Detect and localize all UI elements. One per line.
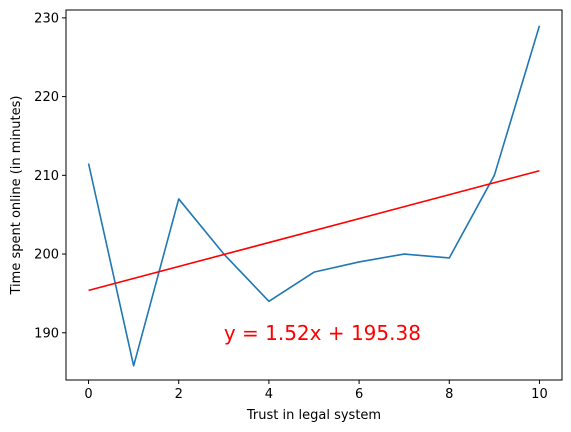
y-axis-ticks: 190 200 210 220 230 (34, 11, 66, 341)
y-tick-label: 220 (34, 90, 59, 105)
series-line-2 (88, 169, 540, 292)
x-tick-label: 8 (445, 387, 453, 402)
x-tick-label: 10 (531, 387, 548, 402)
annotations: y = 1.52x + 195.38 (224, 321, 421, 345)
axes-frame (65, 9, 563, 381)
y-tick-label: 210 (34, 169, 59, 184)
regression-equation-label: y = 1.52x + 195.38 (224, 321, 421, 345)
y-tick-label: 200 (34, 248, 59, 263)
plot-area (87, 25, 541, 367)
x-tick-label: 6 (355, 387, 363, 402)
x-axis-label: Trust in legal system (246, 408, 381, 423)
y-axis-label: Time spent online (in minutes) (9, 96, 24, 296)
y-tick-label: 190 (34, 326, 59, 341)
y-tick-label: 230 (34, 11, 59, 26)
x-tick-label: 4 (265, 387, 273, 402)
series-line-1 (87, 25, 541, 367)
x-tick-label: 0 (84, 387, 92, 402)
x-tick-label: 2 (175, 387, 183, 402)
x-axis-ticks: 0 2 4 6 8 10 (84, 380, 548, 402)
